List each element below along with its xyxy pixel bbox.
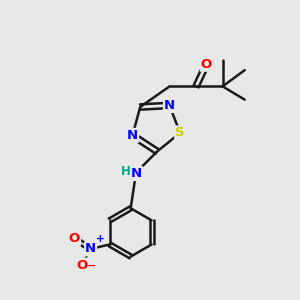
Text: N: N [85, 242, 96, 255]
Text: S: S [175, 126, 185, 140]
Text: N: N [127, 129, 138, 142]
Text: N: N [131, 167, 142, 180]
Text: −: − [87, 261, 97, 271]
Text: O: O [201, 58, 212, 71]
Text: N: N [164, 99, 175, 112]
Text: H: H [121, 165, 130, 178]
Text: +: + [96, 234, 105, 244]
Text: O: O [76, 259, 87, 272]
Text: O: O [69, 232, 80, 245]
